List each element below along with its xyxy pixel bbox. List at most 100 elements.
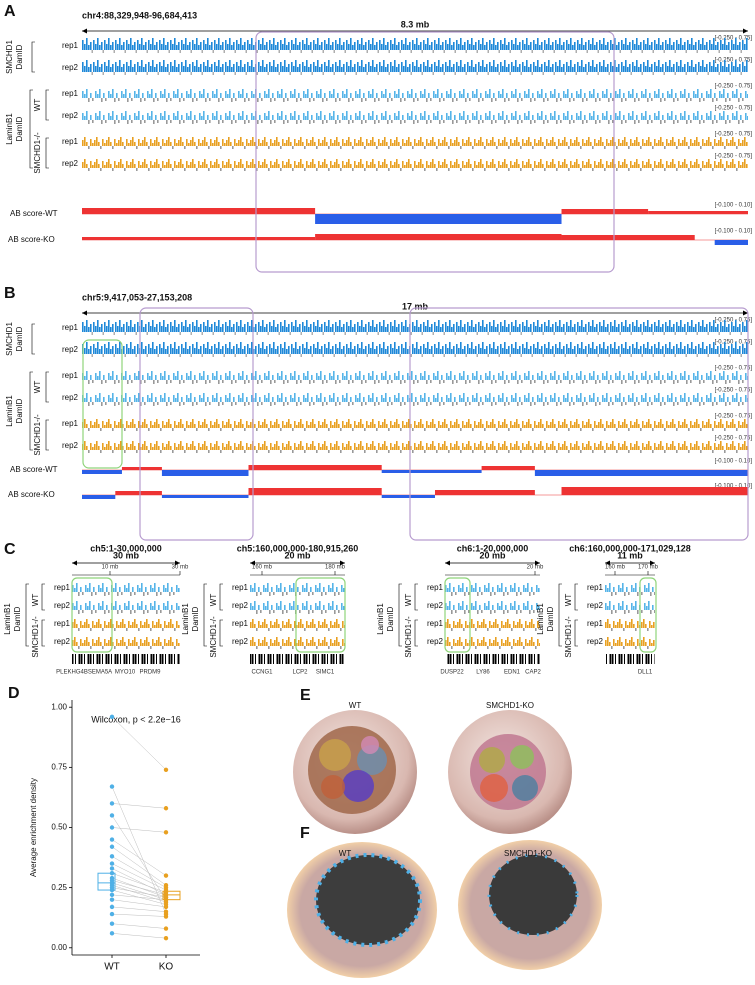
group-label: SMCHD1-/- <box>31 616 40 658</box>
scale-label: 20 mb <box>527 565 544 571</box>
signal <box>250 614 345 634</box>
group-label: WT <box>404 594 413 607</box>
rep-label: rep2 <box>587 601 604 610</box>
ab-segment <box>714 240 748 245</box>
signal-track <box>250 614 345 634</box>
rep-label: rep2 <box>62 345 79 354</box>
bracket <box>25 583 29 647</box>
range-label: [-0.100 - 0.10] <box>715 229 753 235</box>
signal <box>72 578 180 598</box>
render-title: WT <box>349 701 362 710</box>
point <box>163 914 169 919</box>
signal-track <box>605 596 655 616</box>
rep-label: rep1 <box>232 583 249 592</box>
signal <box>605 578 655 598</box>
pair-line <box>111 839 167 876</box>
group-label: LaminB1 <box>5 395 14 427</box>
ab-segment <box>381 470 482 473</box>
rep-label: rep1 <box>62 323 79 332</box>
range-label: [-0.100 - 0.10] <box>715 203 753 209</box>
pair-line <box>111 880 167 896</box>
signal <box>82 36 748 56</box>
ab-segment <box>248 488 382 495</box>
highlight-box <box>82 339 123 469</box>
signal <box>250 578 345 598</box>
ab-segment <box>648 211 748 214</box>
rep-label: rep2 <box>62 441 79 450</box>
signal-track <box>82 414 748 434</box>
render-e <box>293 710 572 834</box>
signal-track <box>82 58 748 78</box>
pair-line <box>111 894 167 900</box>
group-label: DamID <box>15 326 24 351</box>
signal <box>82 84 748 104</box>
ab-segment <box>561 209 649 214</box>
rep-label: rep2 <box>427 601 444 610</box>
ab-segment <box>481 466 535 470</box>
signal-track <box>82 154 748 174</box>
gene-label: SIMC1 <box>316 670 335 676</box>
group-label: LaminB1 <box>5 113 14 145</box>
point <box>163 935 169 941</box>
point <box>109 866 115 871</box>
signal-track <box>250 578 345 598</box>
bracket <box>219 583 223 611</box>
group-label: LaminB1 <box>536 603 545 635</box>
point <box>109 714 115 720</box>
signal-track <box>82 318 748 338</box>
signal-track <box>605 578 655 598</box>
point <box>109 837 115 842</box>
rep-label: rep1 <box>62 89 79 98</box>
pair-line <box>111 913 167 917</box>
panel-label: C <box>4 541 16 558</box>
ab-segment <box>82 495 116 499</box>
pair-line <box>111 803 167 809</box>
pair-line <box>111 906 167 912</box>
signal-track <box>250 632 345 652</box>
bracket <box>41 583 45 611</box>
rep-label: rep1 <box>587 619 604 628</box>
group-label: DamID <box>546 606 555 631</box>
span-label: 20 mb <box>479 550 506 560</box>
panel-label: E <box>300 687 311 704</box>
region: chr5:9,417,053-27,153,208 <box>82 292 192 302</box>
render-title: SMCHD1-KO <box>486 701 534 710</box>
group-label: DamID <box>15 44 24 69</box>
point <box>109 911 115 917</box>
y-tick-label: 0.75 <box>51 762 67 771</box>
bracket <box>45 137 49 169</box>
signal <box>445 578 540 598</box>
bracket <box>45 89 49 121</box>
y-tick-label: 0.50 <box>51 823 67 832</box>
signal <box>445 632 540 652</box>
region: ch6:160,000,000-171,029,128 <box>569 543 691 553</box>
pair-line <box>111 846 167 886</box>
gene-track <box>72 654 180 664</box>
ab-segment <box>561 235 695 240</box>
highlight-box <box>71 577 113 653</box>
point <box>109 854 115 859</box>
panel-label: B <box>4 285 16 302</box>
gene-label: LCP2 <box>292 670 308 676</box>
ab-label: AB score-WT <box>10 209 58 218</box>
signal <box>82 106 748 126</box>
signal-track <box>605 632 655 652</box>
group-label: SMCHD1-/- <box>209 616 218 658</box>
gene-label: PRDM9 <box>139 670 161 676</box>
y-tick-label: 1.00 <box>51 702 67 711</box>
gene-label: DLL1 <box>638 670 653 676</box>
signal <box>82 436 748 456</box>
gene-label: CAP2 <box>525 670 541 676</box>
ab-label: AB score-WT <box>10 465 58 474</box>
render-f <box>287 840 602 978</box>
highlight-box <box>639 577 657 653</box>
rep-label: rep1 <box>62 137 79 146</box>
signal <box>445 614 540 634</box>
bracket <box>574 583 578 611</box>
signal <box>82 154 748 174</box>
render-title: WT <box>339 849 352 858</box>
signal <box>605 614 655 634</box>
point <box>109 861 115 866</box>
pair-line <box>111 923 167 929</box>
group-label: WT <box>33 99 42 112</box>
